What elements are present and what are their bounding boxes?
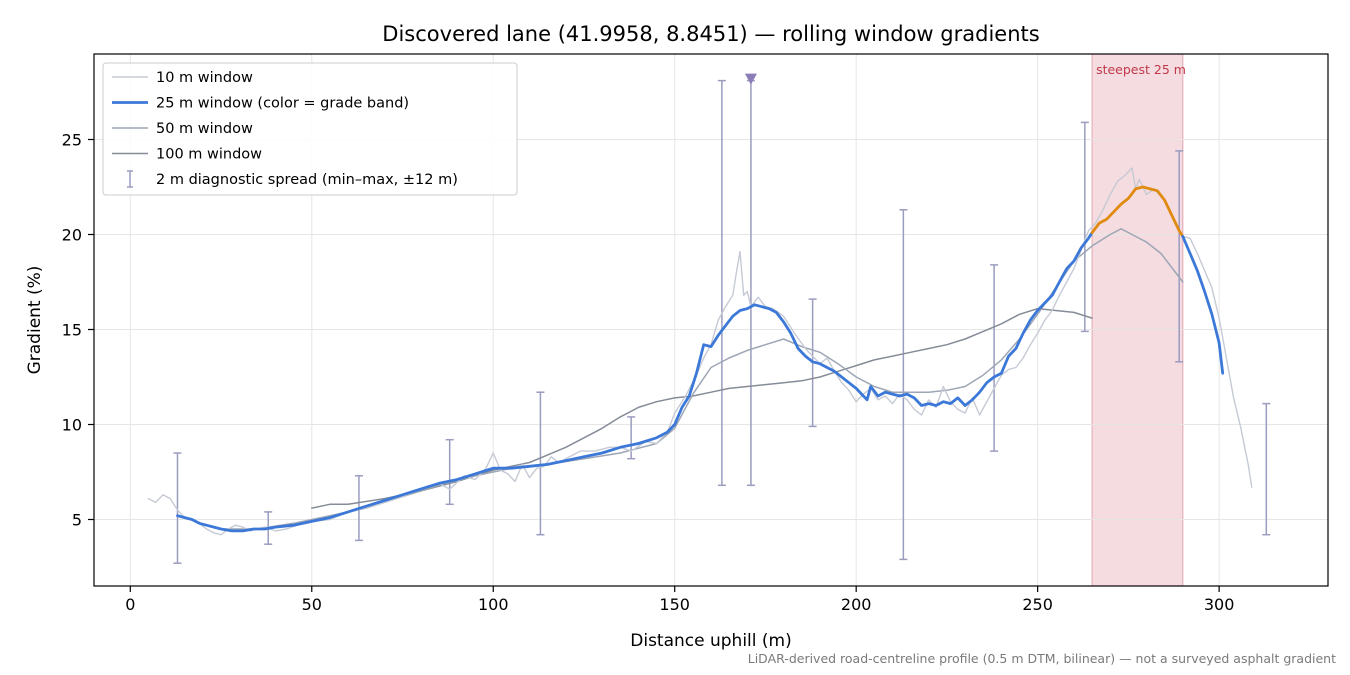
series-line-2	[220, 228, 1184, 530]
error-bar	[1262, 402, 1271, 536]
chart-title: Discovered lane (41.9958, 8.8451) — roll…	[382, 22, 1039, 46]
x-tick-label: 300	[1204, 595, 1235, 614]
legend-label: 100 m window	[156, 147, 262, 163]
legend-entry: 10 m window	[112, 70, 253, 86]
y-tick-label: 20	[62, 226, 82, 245]
series-line-0	[147, 167, 1253, 536]
steepest-band-label: steepest 25 m	[1096, 62, 1186, 77]
legend-label: 25 m window (color = grade band)	[156, 96, 409, 112]
peak-marker-triangle	[744, 73, 757, 85]
legend-entry: 50 m window	[112, 121, 253, 137]
y-tick-label: 10	[62, 416, 82, 435]
y-axis-label: Gradient (%)	[25, 266, 45, 375]
series-line-3	[311, 307, 1093, 509]
error-bar	[173, 452, 182, 564]
error-bar	[717, 79, 726, 487]
error-bar	[899, 209, 908, 561]
legend: 10 m window 25 m window (color = grade ba…	[102, 62, 518, 196]
legend-entry: 25 m window (color = grade band)	[112, 96, 409, 112]
legend-entry: 100 m window	[112, 147, 262, 163]
x-tick-label: 50	[302, 595, 322, 614]
legend-box	[102, 62, 518, 196]
error-bar	[445, 438, 454, 506]
x-tick-label: 100	[478, 595, 509, 614]
series-lines	[147, 167, 1253, 536]
error-bar	[1175, 150, 1184, 363]
y-tick-label: 15	[62, 321, 82, 340]
steepest-band-rect	[1091, 53, 1184, 587]
error-bar	[627, 416, 636, 460]
x-axis-label: Distance uphill (m)	[630, 631, 791, 651]
legend-label: 50 m window	[156, 121, 253, 137]
steepest-band: steepest 25 m	[1091, 53, 1186, 587]
error-bar	[1080, 121, 1089, 333]
plot-frame	[93, 53, 1329, 587]
series-25m-line	[176, 231, 1094, 533]
y-tick-label: 5	[72, 511, 82, 530]
caption-note: LiDAR-derived road-centreline profile (0…	[747, 651, 1336, 666]
error-bar	[990, 264, 999, 452]
error-bar	[536, 391, 545, 536]
x-tick-label: 0	[125, 595, 135, 614]
y-tick-label: 25	[62, 131, 82, 150]
legend-label: 2 m diagnostic spread (min–max, ±12 m)	[156, 172, 458, 188]
legend-entry: 2 m diagnostic spread (min–max, ±12 m)	[127, 170, 458, 188]
legend-label: 10 m window	[156, 70, 253, 86]
axis-ticks: 0 50 100 150 200 250 300 5 10 15 20 25	[62, 131, 1235, 615]
peak-marker	[744, 73, 757, 85]
series-25m-steep-line	[1090, 185, 1185, 238]
x-tick-label: 150	[659, 595, 690, 614]
x-tick-label: 200	[841, 595, 872, 614]
x-tick-label: 250	[1022, 595, 1053, 614]
error-bars	[173, 79, 1271, 564]
series-25m-line-tail	[1181, 234, 1225, 375]
